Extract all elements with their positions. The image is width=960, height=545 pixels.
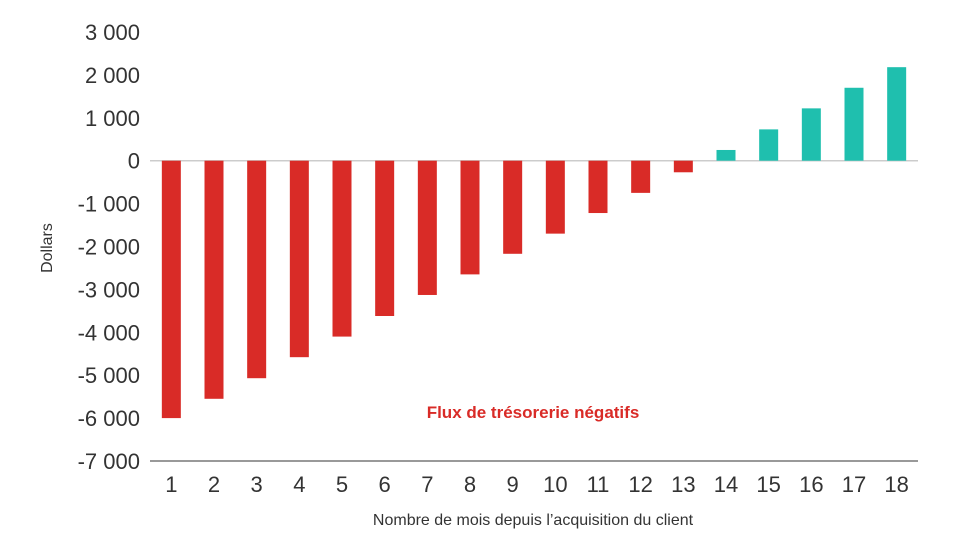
bar xyxy=(673,160,693,173)
bar xyxy=(289,160,309,358)
x-tick-label: 15 xyxy=(756,472,780,497)
y-axis-title: Dollars xyxy=(39,223,56,273)
bar xyxy=(588,160,608,214)
bar xyxy=(204,160,224,399)
bar xyxy=(460,160,480,275)
x-axis-ticks: 1 2 3 4 5 6 7 8 9 10 11 12 13 14 15 16 17 18 xyxy=(165,472,909,497)
x-axis-title: Nombre de mois depuis l’acquisition du c… xyxy=(373,512,694,529)
x-tick-label: 5 xyxy=(336,472,348,497)
bar xyxy=(417,160,437,295)
x-tick-label: 9 xyxy=(507,472,519,497)
y-tick-label: -5 000 xyxy=(78,363,140,388)
x-tick-label: 12 xyxy=(628,472,652,497)
x-tick-label: 3 xyxy=(251,472,263,497)
y-tick-label: 1 000 xyxy=(85,106,140,131)
y-tick-label: -6 000 xyxy=(78,406,140,431)
bar xyxy=(503,160,523,254)
y-tick-label: -4 000 xyxy=(78,320,140,345)
x-tick-label: 8 xyxy=(464,472,476,497)
bar xyxy=(247,160,267,379)
y-axis-ticks: 3 000 2 000 1 000 0 -1 000 -2 000 -3 000 -4 000… xyxy=(78,20,140,474)
y-tick-label: -7 000 xyxy=(78,449,140,474)
bar xyxy=(631,160,651,193)
x-tick-label: 7 xyxy=(421,472,433,497)
bar xyxy=(716,149,736,161)
x-tick-label: 18 xyxy=(884,472,908,497)
bars xyxy=(161,67,907,419)
bar xyxy=(161,160,181,419)
y-tick-label: -1 000 xyxy=(78,192,140,217)
y-tick-label: -2 000 xyxy=(78,235,140,260)
x-tick-label: 1 xyxy=(165,472,177,497)
x-tick-label: 14 xyxy=(714,472,738,497)
bar xyxy=(332,160,352,337)
x-tick-label: 2 xyxy=(208,472,220,497)
bar xyxy=(887,67,907,161)
y-tick-label: 2 000 xyxy=(85,63,140,88)
x-tick-label: 10 xyxy=(543,472,567,497)
y-tick-label: 3 000 xyxy=(85,20,140,45)
bar xyxy=(801,108,821,161)
bar xyxy=(844,87,864,161)
bar xyxy=(375,160,395,316)
x-tick-label: 4 xyxy=(293,472,305,497)
y-tick-label: 0 xyxy=(128,149,140,174)
bar xyxy=(545,160,565,234)
x-tick-label: 17 xyxy=(842,472,866,497)
annotation-label: Flux de trésorerie négatifs xyxy=(427,403,640,422)
bar xyxy=(759,129,779,161)
x-tick-label: 6 xyxy=(379,472,391,497)
x-tick-label: 16 xyxy=(799,472,823,497)
y-tick-label: -3 000 xyxy=(78,277,140,302)
x-tick-label: 11 xyxy=(587,472,610,497)
x-tick-label: 13 xyxy=(671,472,695,497)
